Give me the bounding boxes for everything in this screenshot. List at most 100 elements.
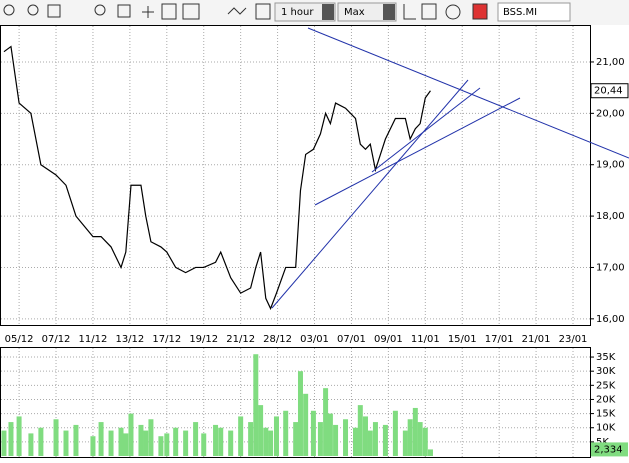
- volume-bar: [273, 416, 279, 457]
- symbol-text: BSS.MI: [503, 7, 537, 18]
- x-tick-label: 03/01: [300, 334, 329, 345]
- y-tick-label: 15K: [596, 409, 616, 420]
- fit-icon[interactable]: [117, 4, 131, 18]
- volume-bar: [193, 422, 199, 457]
- refresh-icon[interactable]: [445, 4, 461, 20]
- x-tick-label: 11/12: [79, 334, 108, 345]
- dropdown-arrow[interactable]: [322, 4, 334, 20]
- last-value-label: 2,334: [594, 444, 623, 455]
- volume-bar: [317, 422, 323, 457]
- volume-bar: [118, 427, 124, 457]
- volume-bar: [362, 416, 368, 457]
- range-dropdown[interactable]: [337, 2, 397, 22]
- volume-bar: [158, 436, 164, 457]
- volume-bar: [218, 427, 224, 457]
- trend-line: [371, 87, 481, 173]
- grid-icon[interactable]: [182, 3, 200, 20]
- compare-icon[interactable]: [472, 3, 488, 20]
- volume-bar: [98, 422, 104, 457]
- y-tick-label: 25K: [596, 380, 616, 391]
- volume-bar: [392, 410, 398, 457]
- zoom-out-icon[interactable]: [27, 4, 39, 16]
- trend-line: [314, 97, 521, 206]
- symbol-input[interactable]: [497, 2, 571, 22]
- volume-bar: [201, 433, 207, 457]
- zoom-icon[interactable]: [94, 4, 106, 16]
- x-tick-label: 21/01: [522, 334, 551, 345]
- volume-bar: [90, 436, 96, 457]
- volume-bar: [183, 430, 189, 457]
- volume-bar: [263, 427, 269, 457]
- y-tick-label: 16,00: [596, 314, 625, 325]
- volume-bar: [1, 430, 7, 457]
- volume-bar: [53, 419, 59, 457]
- interval-text: 1 hour: [281, 7, 314, 18]
- volume-bar: [8, 422, 14, 457]
- volume-bar: [412, 407, 418, 457]
- last-value-box: [590, 83, 629, 99]
- volume-bar: [253, 354, 259, 457]
- x-tick-label: 28/12: [263, 334, 292, 345]
- volume-bar: [283, 410, 289, 457]
- crosshair-icon[interactable]: [142, 6, 154, 18]
- volume-bar: [323, 388, 329, 457]
- volume-bar: [73, 424, 79, 457]
- indicator-icon[interactable]: [403, 4, 416, 20]
- volume-bar: [16, 416, 22, 457]
- volume-bar: [213, 424, 219, 457]
- volume-bar: [382, 424, 388, 457]
- x-tick-label: 13/12: [115, 334, 144, 345]
- volume-bar: [407, 419, 413, 457]
- y-tick-label: 20,00: [596, 108, 625, 119]
- line-type-icon[interactable]: [227, 7, 247, 15]
- volume-bar: [333, 424, 339, 457]
- x-tick-label: 17/12: [152, 334, 181, 345]
- y-tick-label: 5K: [596, 437, 609, 448]
- zoom-box-icon[interactable]: [47, 4, 61, 18]
- zoom-in-icon[interactable]: [3, 4, 15, 16]
- volume-bar: [228, 430, 234, 457]
- last-value-box: [591, 442, 628, 457]
- y-tick-label: 35K: [596, 352, 616, 363]
- range-text: Max: [344, 7, 365, 18]
- volume-bar: [28, 433, 34, 457]
- x-tick-label: 07/01: [337, 334, 366, 345]
- volume-bar: [173, 427, 179, 457]
- volume-bar: [108, 430, 114, 457]
- volume-bar: [343, 419, 349, 457]
- trend-line: [271, 79, 469, 309]
- y-tick-label: 10K: [596, 423, 616, 434]
- volume-bar: [148, 419, 154, 457]
- volume-bar: [327, 413, 333, 457]
- volume-bar: [258, 405, 264, 457]
- volume-bar: [293, 422, 299, 457]
- volume-bar: [310, 410, 316, 457]
- candle-icon[interactable]: [255, 3, 271, 20]
- volume-bar: [303, 393, 309, 457]
- x-tick-label: 05/12: [5, 334, 34, 345]
- x-tick-label: 19/12: [189, 334, 218, 345]
- volume-bar: [357, 405, 363, 457]
- table-icon[interactable]: [161, 3, 177, 20]
- x-tick-label: 21/12: [226, 334, 255, 345]
- y-tick-label: 21,00: [596, 57, 625, 68]
- dropdown-arrow[interactable]: [383, 4, 395, 20]
- x-tick-label: 17/01: [485, 334, 514, 345]
- volume-bar: [353, 427, 359, 457]
- x-tick-label: 07/12: [42, 334, 71, 345]
- x-tick-label: 09/01: [374, 334, 403, 345]
- volume-bar: [248, 422, 254, 457]
- volume-bar: [422, 427, 428, 457]
- last-value-label: 20,44: [594, 86, 623, 97]
- volume-bar: [138, 424, 144, 457]
- save-icon[interactable]: [421, 3, 437, 20]
- y-tick-label: 20K: [596, 394, 616, 405]
- volume-bar: [372, 422, 378, 457]
- volume-bar: [123, 433, 129, 457]
- x-tick-label: 11/01: [411, 334, 440, 345]
- volume-bar: [427, 449, 433, 457]
- interval-dropdown[interactable]: [274, 2, 336, 22]
- trend-line: [307, 27, 629, 159]
